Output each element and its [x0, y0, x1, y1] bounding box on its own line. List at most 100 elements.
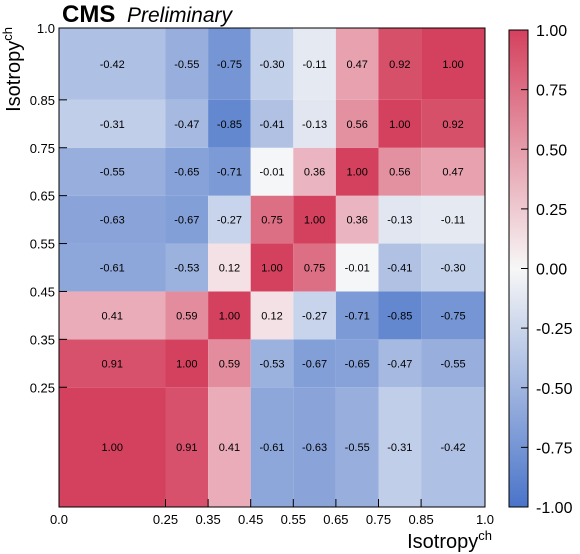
cell-value-label: -0.67 — [174, 215, 199, 227]
cell-value-label: -0.41 — [387, 263, 412, 275]
heatmap-cell — [59, 339, 166, 388]
heatmap-cell — [165, 387, 209, 507]
cell-value-label: 0.75 — [304, 263, 325, 275]
cell-value-label: -0.71 — [217, 167, 242, 179]
cell-value-label: -0.11 — [441, 215, 465, 227]
heatmap-cell — [208, 147, 251, 196]
heatmap-cell — [421, 195, 485, 244]
colorbar-ticks: 1.00 0.75 0.50 0.25 0.00 -0.25 -0.50 -0.75 -1.00 — [521, 23, 573, 517]
cell-value-label: -0.27 — [217, 215, 242, 227]
y-tick-label: 0.35 — [30, 332, 55, 347]
cell-value-label: -0.01 — [259, 167, 284, 179]
y-tick-label: 1.0 — [37, 21, 55, 36]
cell-value-label: -0.31 — [387, 442, 412, 454]
heatmap-cell — [208, 291, 251, 340]
heatmap-cell — [421, 243, 485, 292]
y-tick-label: 0.45 — [30, 284, 55, 299]
heatmap-cell — [378, 195, 422, 244]
cell-value-label: -0.13 — [302, 119, 327, 131]
heatmap-cell — [208, 195, 251, 244]
cell-value-label: 1.00 — [346, 167, 367, 179]
heatmap-cell — [165, 243, 209, 292]
cell-value-label: -0.53 — [174, 263, 199, 275]
heatmap-cell — [208, 387, 251, 507]
heatmap-cell — [421, 99, 485, 148]
colorbar-tick-label: -0.50 — [536, 381, 573, 398]
heatmap-cell — [59, 195, 166, 244]
preliminary-label: Preliminary — [127, 4, 234, 27]
heatmap-cell — [378, 147, 422, 196]
x-axis-label-superscript: ch — [478, 528, 492, 543]
cell-value-label: -0.53 — [259, 358, 284, 370]
cell-value-label: 0.59 — [176, 310, 197, 322]
heatmap-cell — [59, 243, 166, 292]
heatmap-cell — [59, 147, 166, 196]
colorbar-tick-label: 0.75 — [536, 83, 567, 100]
chart-header: CMS Preliminary — [62, 1, 234, 28]
heatmap-cell — [293, 291, 336, 340]
heatmap-cells — [59, 28, 485, 507]
cell-value-label: -0.67 — [302, 358, 327, 370]
cell-value-label: -0.85 — [217, 119, 242, 131]
cell-value-label: 0.12 — [261, 310, 282, 322]
cell-value-label: 0.75 — [261, 215, 282, 227]
heatmap-cell — [250, 99, 294, 148]
heatmap-cell — [165, 147, 209, 196]
y-tick-label: 0.85 — [30, 93, 55, 108]
heatmap-cell — [378, 291, 422, 340]
y-axis-label-superscript: ch — [0, 27, 15, 41]
cell-value-label: -0.01 — [345, 263, 370, 275]
heatmap-cell — [250, 291, 294, 340]
heatmap-cell — [250, 387, 294, 507]
heatmap-cell — [250, 147, 294, 196]
x-axis-label-main: Isotropy — [407, 531, 478, 553]
y-axis-label: Isotropych — [0, 27, 25, 112]
heatmap-cell — [250, 195, 294, 244]
heatmap-cell — [421, 387, 485, 507]
colorbar-tick-label: 0.00 — [536, 262, 567, 279]
heatmap-cell — [293, 99, 336, 148]
heatmap-cell — [421, 28, 485, 100]
x-tick-label: 0.85 — [408, 512, 433, 527]
y-tick-label: 0.55 — [30, 237, 55, 252]
x-tick-label: 1.0 — [476, 512, 494, 527]
cell-value-label: -0.61 — [259, 442, 284, 454]
cell-value-label: -0.30 — [259, 59, 284, 71]
heatmap-cell — [335, 291, 379, 340]
colorbar-tick-label: -0.75 — [536, 440, 573, 457]
cell-value-label: 0.56 — [346, 119, 367, 131]
x-axis-label: Isotropych — [407, 528, 492, 553]
colorbar-tick-label: -0.25 — [536, 321, 573, 338]
heatmap-cell — [165, 291, 209, 340]
cell-value-label: 1.00 — [304, 215, 325, 227]
heatmap-cell — [421, 291, 485, 340]
heatmap-cell — [378, 28, 422, 100]
cell-value-label: -0.75 — [217, 59, 242, 71]
heatmap-cell — [165, 99, 209, 148]
cell-value-label: 0.12 — [219, 263, 240, 275]
x-tick-label: 0.35 — [195, 512, 220, 527]
y-tick-label: 0.75 — [30, 141, 55, 156]
cell-value-label: -0.47 — [174, 119, 199, 131]
heatmap-cell — [250, 339, 294, 388]
cell-value-label: 0.91 — [176, 442, 197, 454]
cell-value-label: -0.47 — [387, 358, 412, 370]
cell-value-label: -0.13 — [387, 215, 412, 227]
cell-value-label: -0.27 — [302, 310, 327, 322]
cell-value-label: -0.71 — [345, 310, 370, 322]
y-tick-label: 0.65 — [30, 189, 55, 204]
cell-value-label: -0.63 — [302, 442, 327, 454]
cell-value-label: 0.47 — [346, 59, 367, 71]
x-tick-label: 0.0 — [50, 512, 68, 527]
heatmap-cell — [59, 99, 166, 148]
cell-value-label: -0.42 — [441, 442, 466, 454]
heatmap-cell — [208, 339, 251, 388]
y-axis-label-main: Isotropy — [3, 41, 25, 112]
heatmap-cell — [293, 147, 336, 196]
heatmap-cell — [335, 147, 379, 196]
cell-value-label: -0.61 — [100, 263, 125, 275]
heatmap-cell — [335, 99, 379, 148]
y-axis-ticks: 0.25 0.35 0.45 0.55 0.65 0.75 0.85 1.0 — [30, 21, 67, 395]
plot-frame — [58, 27, 486, 508]
heatmap-cell — [378, 339, 422, 388]
